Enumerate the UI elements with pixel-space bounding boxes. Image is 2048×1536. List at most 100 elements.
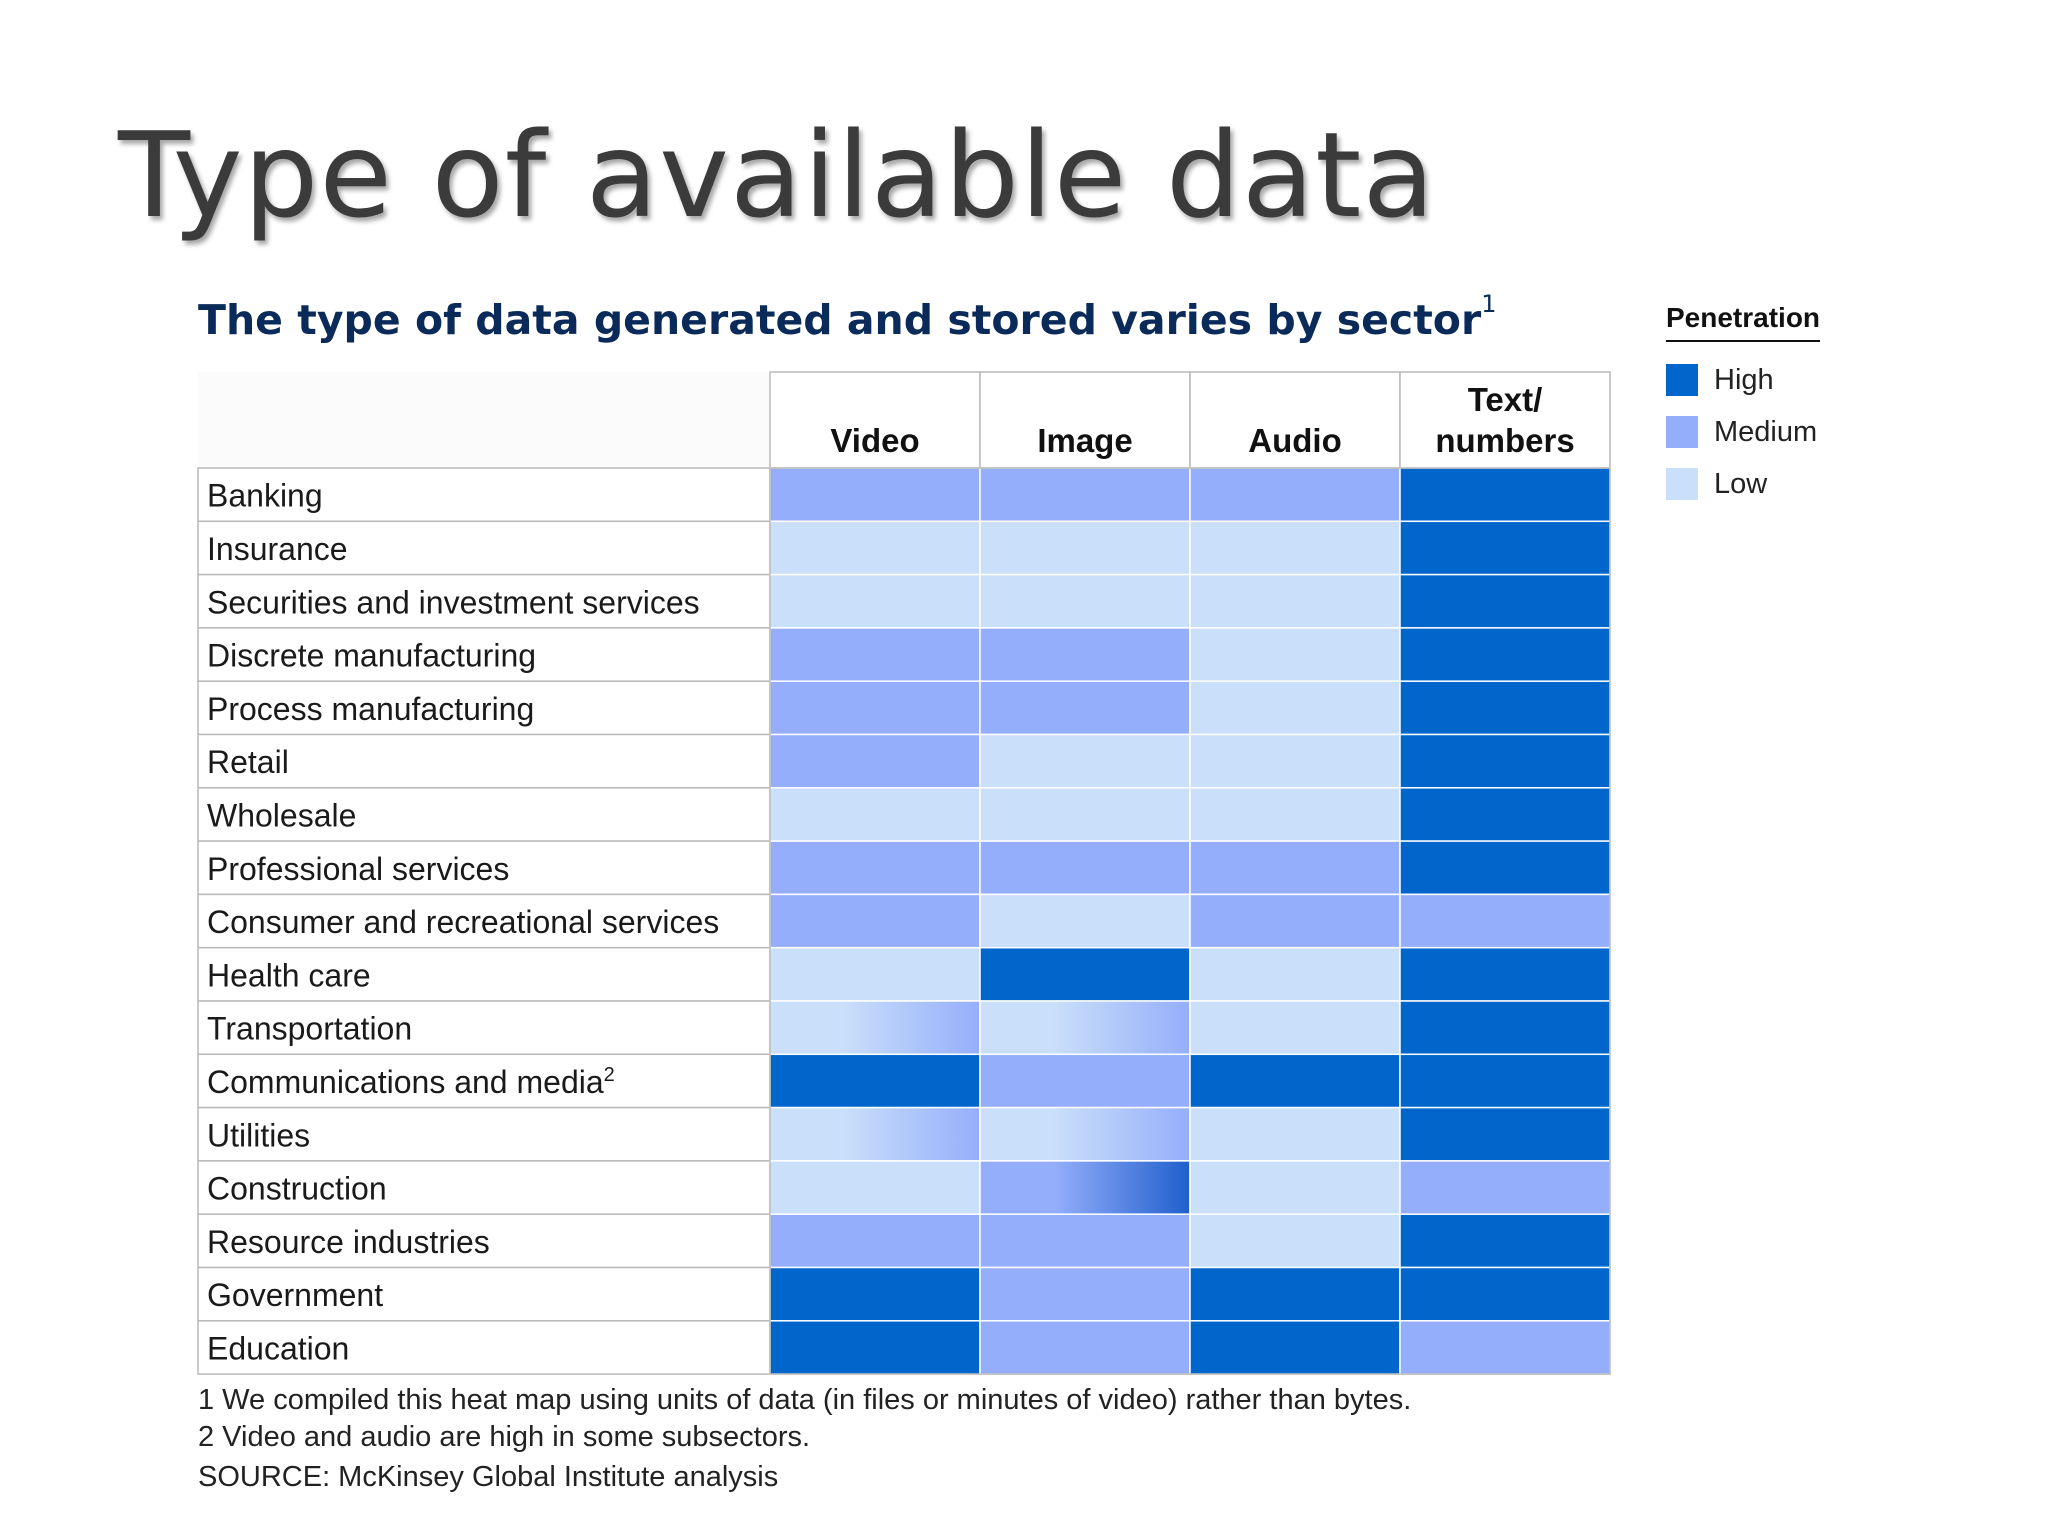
heatmap-cell xyxy=(1189,680,1401,736)
heatmap-cell xyxy=(1189,840,1401,896)
sector-label-cell xyxy=(197,520,771,576)
sector-label-cell xyxy=(197,1320,771,1375)
heatmap-cell xyxy=(979,787,1191,842)
heatmap-chart: Video Image Audio Text/numbers Banking Insura… xyxy=(197,371,1611,1375)
sector-label-cell xyxy=(197,1000,771,1056)
column-header-text-numbers: Text/numbers xyxy=(1435,381,1574,459)
heatmap-cell xyxy=(769,840,981,896)
heatmap-cell xyxy=(1189,1213,1401,1269)
heatmap-cell xyxy=(769,1000,981,1056)
heatmap-cell xyxy=(1189,1000,1401,1056)
heatmap-cell xyxy=(1189,467,1401,523)
column-header-audio: Audio xyxy=(1248,422,1341,459)
heatmap-cell xyxy=(1189,1106,1401,1162)
heatmap-cell xyxy=(979,840,1191,896)
heatmap-cell xyxy=(979,680,1191,736)
heatmap-cell xyxy=(1399,787,1611,842)
sector-label-cell xyxy=(197,467,771,523)
sector-label: Consumer and recreational services xyxy=(207,904,719,940)
heatmap-cell xyxy=(1189,520,1401,576)
heatmap-cell xyxy=(1189,627,1401,682)
heatmap-cell xyxy=(979,627,1191,682)
heatmap-cell xyxy=(1189,1053,1401,1109)
legend-swatch-low xyxy=(1666,468,1698,500)
column-header-video: Video xyxy=(830,422,919,459)
sector-label-cell xyxy=(197,1213,771,1269)
heatmap-cell xyxy=(979,1053,1191,1109)
heatmap-cell xyxy=(769,787,981,842)
heatmap-cell xyxy=(769,520,981,576)
heatmap-cell xyxy=(1189,573,1401,629)
legend-label-medium: Medium xyxy=(1714,415,1818,448)
heatmap-cell xyxy=(979,1320,1191,1375)
heatmap-cell xyxy=(979,1266,1191,1322)
heatmap-cell xyxy=(1399,1160,1611,1215)
sector-label: Utilities xyxy=(207,1117,310,1153)
heatmap-cell xyxy=(1189,1160,1401,1215)
sector-label: Construction xyxy=(207,1171,387,1207)
heatmap-cell xyxy=(769,1053,981,1109)
heatmap-cell xyxy=(1399,1266,1611,1322)
legend-title: Penetration xyxy=(1666,302,1821,342)
column-header-cell xyxy=(979,371,1191,469)
sector-label: Health care xyxy=(207,957,371,993)
sector-label: Insurance xyxy=(207,531,348,567)
heatmap-cell xyxy=(979,1106,1191,1162)
data-area-border xyxy=(769,467,1611,1375)
page-title: Type of available data xyxy=(118,106,1436,244)
legend-label-high: High xyxy=(1714,363,1774,396)
heatmap-cell xyxy=(979,946,1191,1002)
heatmap-cell xyxy=(769,1106,981,1162)
chart-title: The type of data generated and stored va… xyxy=(198,290,1496,344)
heatmap-cell xyxy=(1399,1053,1611,1109)
heatmap-cell xyxy=(1189,1320,1401,1375)
legend-swatch-medium xyxy=(1666,416,1698,448)
heatmap-cell xyxy=(1399,946,1611,1002)
sector-label: Securities and investment services xyxy=(207,584,700,620)
sector-label-cell xyxy=(197,893,771,949)
heatmap-cell xyxy=(1189,946,1401,1002)
heatmap-cell xyxy=(1399,1213,1611,1269)
heatmap-cell xyxy=(1399,680,1611,736)
footnote-1: 1 We compiled this heat map using units … xyxy=(198,1384,1412,1416)
column-header-cell xyxy=(769,371,981,469)
heatmap-cell xyxy=(769,467,981,523)
heatmap-cell xyxy=(1189,1266,1401,1322)
heatmap-cell xyxy=(769,1320,981,1375)
sector-label: Resource industries xyxy=(207,1224,490,1260)
sector-label: Transportation xyxy=(207,1011,412,1047)
heatmap-cell xyxy=(1399,733,1611,789)
sector-label: Banking xyxy=(207,478,323,514)
column-header-image: Image xyxy=(1037,422,1132,459)
heatmap-cell xyxy=(1399,1000,1611,1056)
sector-label-cell xyxy=(197,946,771,1002)
sector-label: Discrete manufacturing xyxy=(207,638,536,674)
sector-label: Education xyxy=(207,1330,349,1366)
heatmap-cell xyxy=(769,573,981,629)
sector-label-cell xyxy=(197,733,771,789)
sector-label: Professional services xyxy=(207,851,509,887)
heatmap-cell xyxy=(1399,520,1611,576)
column-header-cell xyxy=(1399,371,1611,469)
sector-label-cell xyxy=(197,1106,771,1162)
heatmap-cell xyxy=(769,627,981,682)
chart-title-footnote-marker: 1 xyxy=(1481,290,1497,318)
sector-label-cell xyxy=(197,1160,771,1215)
heatmap-cell xyxy=(1399,893,1611,949)
heatmap-cell xyxy=(979,1000,1191,1056)
legend-item-high: High xyxy=(1666,364,1774,396)
source-note: SOURCE: McKinsey Global Institute analys… xyxy=(198,1461,779,1493)
legend-item-medium: Medium xyxy=(1666,416,1817,448)
sector-label-cell xyxy=(197,840,771,896)
heatmap-cell xyxy=(1399,1320,1611,1375)
heatmap-cell xyxy=(979,1213,1191,1269)
sector-footnote-marker: 2 xyxy=(604,1064,615,1086)
heatmap-cell xyxy=(1189,893,1401,949)
sector-label: Communications and media2 xyxy=(207,1064,615,1100)
sector-label: Wholesale xyxy=(207,797,356,833)
heatmap-cell xyxy=(1399,467,1611,523)
sector-label: Retail xyxy=(207,744,289,780)
heatmap-cell xyxy=(979,573,1191,629)
heatmap-cell xyxy=(1189,787,1401,842)
heatmap-cell xyxy=(979,520,1191,576)
